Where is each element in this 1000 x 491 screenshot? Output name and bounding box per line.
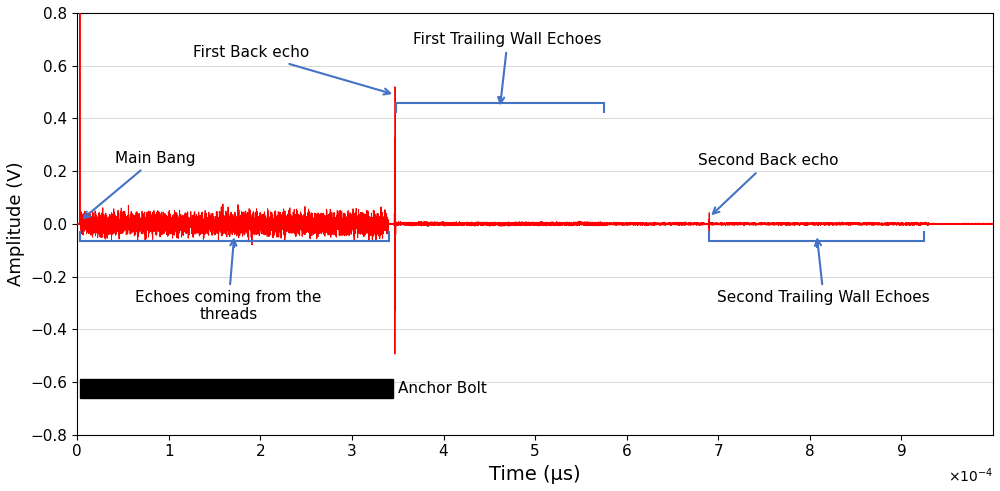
Text: Second Back echo: Second Back echo bbox=[698, 154, 839, 214]
Text: First Trailing Wall Echoes: First Trailing Wall Echoes bbox=[413, 32, 602, 103]
Text: First Back echo: First Back echo bbox=[193, 45, 390, 94]
Text: Second Trailing Wall Echoes: Second Trailing Wall Echoes bbox=[717, 240, 930, 305]
Text: Anchor Bolt: Anchor Bolt bbox=[398, 381, 487, 396]
Bar bbox=[80, 380, 393, 398]
X-axis label: Time (μs): Time (μs) bbox=[489, 465, 581, 484]
Text: Echoes coming from the
threads: Echoes coming from the threads bbox=[135, 240, 322, 322]
Text: $\times 10^{-4}$: $\times 10^{-4}$ bbox=[948, 466, 993, 485]
Y-axis label: Amplitude (V): Amplitude (V) bbox=[7, 162, 25, 286]
Text: Main Bang: Main Bang bbox=[84, 151, 195, 218]
